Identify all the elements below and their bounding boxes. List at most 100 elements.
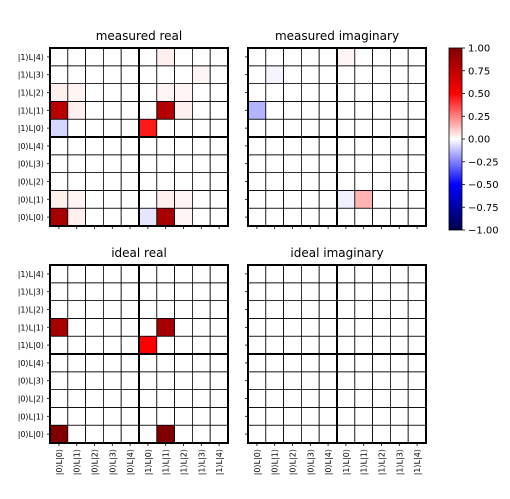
heatmap-cell (103, 83, 122, 102)
heatmap-cell (318, 264, 338, 284)
heatmap-cell (354, 282, 373, 301)
heatmap-cell (174, 424, 193, 444)
heatmap-cell (49, 371, 69, 390)
heatmap-cell (49, 264, 69, 284)
heatmap-cell (265, 118, 284, 138)
heatmap-cell (49, 389, 69, 408)
x-tick-label: |0⟩L|2⟩ (289, 449, 298, 475)
x-tick-label: |0⟩L|2⟩ (91, 449, 100, 475)
heatmap-cell (300, 371, 320, 390)
y-tick-label: |1⟩L|0⟩ (18, 341, 44, 350)
heatmap-cell (209, 264, 229, 284)
heatmap-cell (49, 300, 69, 319)
heatmap-cell (120, 282, 140, 301)
heatmap-cell (354, 353, 373, 373)
heatmap-cell (265, 189, 284, 209)
x-tick-label: |1⟩L|4⟩ (215, 449, 224, 475)
heatmap-cell (389, 207, 409, 227)
heatmap-cell (49, 189, 69, 209)
heatmap-cell (67, 424, 87, 444)
heatmap-cell (407, 136, 427, 156)
heatmap-cell (138, 282, 158, 301)
heatmap-cell (300, 47, 320, 67)
heatmap-cell (372, 172, 391, 191)
heatmap-cell (138, 118, 158, 138)
heatmap-cell (265, 83, 284, 102)
heatmap-cell (407, 101, 427, 120)
heatmap-cell (283, 172, 302, 191)
heatmap-cell (336, 189, 356, 209)
heatmap-cell (247, 172, 267, 191)
y-tick-label: |1⟩L|3⟩ (18, 71, 44, 80)
x-tick-label: |0⟩L|0⟩ (55, 449, 64, 475)
heatmap-cell (247, 317, 267, 337)
heatmap-cell (372, 317, 391, 337)
heatmap-cell (67, 371, 87, 390)
heatmap-cell (247, 424, 267, 444)
y-tick-label: |0⟩L|0⟩ (18, 213, 44, 222)
heatmap-cell (354, 317, 373, 337)
heatmap-cell (389, 424, 409, 444)
x-tick-label: |1⟩L|2⟩ (378, 449, 387, 475)
heatmap-cell (265, 371, 284, 390)
panel-frame (49, 47, 229, 227)
heatmap-cell (354, 172, 373, 191)
heatmap-cell (191, 264, 211, 284)
heatmap-cell (191, 353, 211, 373)
heatmap-cell (209, 65, 229, 85)
heatmap-cell (283, 118, 302, 138)
heatmap-cell (85, 317, 104, 337)
heatmap-cell (191, 389, 211, 408)
heatmap-cell (85, 65, 104, 85)
colorbar-tick-label: 1.00 (468, 44, 490, 55)
heatmap-cell (138, 207, 158, 227)
heatmap-cell (318, 424, 338, 444)
heatmap-cell (336, 353, 356, 373)
heatmap-cell (120, 207, 140, 227)
heatmap-cell (372, 118, 391, 138)
heatmap-cell (389, 172, 409, 191)
y-tick-label: |1⟩L|4⟩ (18, 270, 44, 279)
heatmap-cell (67, 207, 87, 227)
heatmap-cell (283, 65, 302, 85)
heatmap-cell (120, 424, 140, 444)
heatmap-cell (407, 424, 427, 444)
panel-title: ideal real (111, 246, 167, 260)
heatmap-cell (156, 371, 176, 390)
y-tick-label: |0⟩L|4⟩ (18, 359, 44, 368)
x-tick-label: |0⟩L|1⟩ (73, 449, 82, 475)
heatmap-cell (372, 282, 391, 301)
heatmap-cell (138, 83, 158, 102)
heatmap-cell (174, 83, 193, 102)
heatmap-cell (247, 154, 267, 174)
heatmap-cell (283, 353, 302, 373)
heatmap-cell (156, 136, 176, 156)
heatmap-cell (103, 65, 122, 85)
heatmap-cell (191, 207, 211, 227)
y-tick-label: |1⟩L|3⟩ (18, 288, 44, 297)
panel-frame (247, 264, 427, 444)
heatmap-cell (209, 317, 229, 337)
heatmap-cell (318, 353, 338, 373)
heatmap-cell (389, 189, 409, 209)
y-tick-label: |1⟩L|2⟩ (18, 306, 44, 315)
colorbar-tick-label: −0.25 (468, 157, 499, 168)
heatmap-cell (318, 335, 338, 355)
heatmap-cell (174, 172, 193, 191)
heatmap-cell (247, 353, 267, 373)
heatmap-cell (103, 317, 122, 337)
heatmap-cell (103, 136, 122, 156)
heatmap-cell (407, 317, 427, 337)
x-tick-label: |0⟩L|3⟩ (108, 449, 117, 475)
heatmap-cell (318, 83, 338, 102)
heatmap-cell (265, 101, 284, 120)
heatmap-cell (372, 101, 391, 120)
heatmap-cell (407, 118, 427, 138)
heatmap-cell (85, 172, 104, 191)
heatmap-cell (120, 189, 140, 209)
heatmap-cell (209, 389, 229, 408)
heatmap-cell (209, 424, 229, 444)
heatmap-cell (300, 154, 320, 174)
heatmap-cell (300, 335, 320, 355)
